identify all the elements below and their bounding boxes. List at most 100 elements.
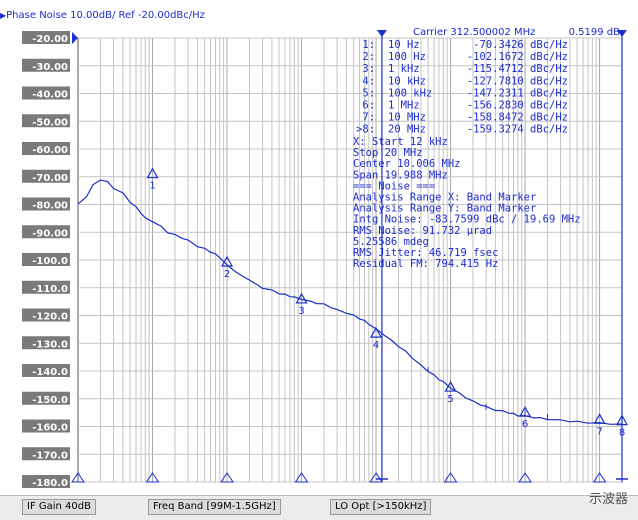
marker-label: 5 [447, 394, 453, 405]
noise-info-line: === Noise === [353, 180, 435, 192]
marker-triangle-icon [295, 292, 308, 304]
ytick-label: -180.0 [32, 478, 68, 489]
marker-label: 4 [373, 340, 379, 351]
phase-noise-trace [77, 179, 623, 425]
marker-table-value: -147.2311 dBc/Hz [467, 87, 568, 99]
marker-table-value: -159.3274 dBc/Hz [467, 124, 568, 136]
ytick-label-bg [22, 86, 70, 100]
ytick-label-bg [22, 142, 70, 155]
marker-label: 3 [298, 306, 304, 317]
ytick-label: -40.00 [32, 90, 68, 101]
noise-info-line: Center 10.006 MHz [353, 158, 460, 170]
lo-opt-status[interactable]: LO Opt [>150kHz] [330, 499, 432, 515]
ytick-label: -100.0 [32, 256, 68, 267]
decade-triangle-icon [518, 472, 532, 483]
band-marker-triangle-icon [376, 30, 387, 37]
decade-triangle-icon [220, 472, 234, 483]
marker-table-id: 1: [362, 39, 375, 51]
marker-label: 6 [522, 419, 528, 430]
marker-triangle-icon [221, 255, 234, 267]
ytick-label: -80.00 [32, 201, 68, 212]
marker-label: 2 [224, 269, 230, 280]
marker-table-freq: 10 MHz [388, 112, 426, 124]
carrier-frequency: Carrier 312.500002 MHz [413, 27, 535, 38]
expand-triangle-icon[interactable]: ▶ [0, 11, 7, 20]
marker-label: 8 [619, 428, 625, 439]
ytick-label-bg [22, 447, 70, 461]
marker-table-freq: 100 Hz [388, 51, 426, 63]
ytick-label: -70.00 [32, 173, 68, 184]
chart-header: ▶Phase Noise 10.00dB/ Ref -20.00dBc/Hz [0, 10, 205, 21]
marker-table-id: 6: [362, 100, 375, 112]
marker-label: 1 [149, 181, 155, 192]
ytick-label: -140.0 [32, 367, 68, 378]
freq-band-status[interactable]: Freq Band [99M-1.5GHz] [148, 499, 281, 515]
marker-table-freq: 1 kHz [388, 63, 420, 75]
ytick-label: -120.0 [32, 312, 68, 323]
ytick-label-bg [22, 197, 70, 211]
noise-info-line: 5.25586 mdeg [353, 236, 429, 248]
marker-triangle-icon [615, 414, 629, 426]
chart-header-text: Phase Noise 10.00dB/ Ref -20.00dBc/Hz [6, 10, 205, 21]
marker-table-freq: 100 kHz [388, 87, 432, 99]
marker-table-freq: 1 MHz [388, 100, 420, 112]
decade-triangle-icon [145, 472, 160, 483]
ytick-label-bg [22, 308, 70, 322]
marker-triangle-icon [519, 405, 532, 417]
ytick-label-bg [22, 114, 70, 128]
marker-table-id: >8: [356, 124, 375, 136]
ytick-label-bg [22, 253, 70, 266]
decade-triangle-icon [592, 472, 607, 483]
marker-label: 7 [596, 426, 602, 437]
marker-table-id: 5: [362, 87, 375, 99]
marker-table-id: 4: [362, 75, 375, 87]
marker-table-value: -70.3426 dBc/Hz [473, 39, 568, 51]
ytick-label-bg [22, 169, 70, 183]
ytick-label: -160.0 [32, 423, 68, 434]
ytick-label: -60.00 [32, 145, 68, 156]
if-gain-status[interactable]: IF Gain 40dB [22, 499, 96, 515]
marker-table-freq: 10 kHz [388, 75, 426, 87]
carrier-level: 0.5199 dB [569, 27, 621, 38]
marker-table-value: -102.1672 dBc/Hz [467, 51, 568, 63]
ytick-label-bg [22, 31, 70, 44]
ytick-label-bg [22, 336, 70, 350]
ytick-label: -110.0 [32, 284, 68, 295]
phase-noise-chart: -20.00 -30.00 -40.00 -50.00 -60.00 -70.00 -80.… [22, 27, 629, 489]
ytick-label-bg [22, 391, 70, 405]
ytick-label: -20.00 [32, 34, 68, 45]
marker-table-value: -156.2830 dBc/Hz [467, 100, 568, 112]
noise-info-line: Span 19.988 MHz [353, 169, 448, 181]
ytick-label-bg [22, 58, 70, 72]
noise-info-line: RMS Jitter: 46.719 fsec [353, 247, 498, 259]
noise-info-line: Intg Noise: -83.7599 dBc / 19.69 MHz [353, 214, 581, 226]
marker-table-id: 2: [362, 51, 375, 63]
noise-info-line: Residual FM: 794.415 Hz [353, 258, 498, 270]
ytick-label: -30.00 [32, 62, 68, 73]
marker-table-freq: 20 MHz [388, 124, 426, 136]
decade-triangle-icon [71, 472, 85, 483]
ytick-label-bg [22, 364, 70, 377]
band-marker-triangle-icon [617, 30, 627, 37]
marker-table-value: -158.8472 dBc/Hz [467, 112, 568, 124]
ytick-label-bg [22, 419, 70, 433]
ytick-label-bg [22, 280, 70, 294]
marker-triangle-icon [444, 380, 457, 392]
noise-info-line: RMS Noise: 91.732 µrad [353, 225, 492, 237]
ytick-label-bg [22, 225, 70, 239]
noise-info-line: Stop 20 MHz [353, 147, 423, 159]
marker-table-id: 7: [362, 112, 375, 124]
decade-triangle-icon [294, 472, 309, 483]
ytick-label: -170.0 [32, 450, 68, 461]
noise-info-line: Analysis Range Y: Band Marker [353, 203, 536, 215]
ytick-label-bg [22, 475, 70, 488]
watermark-text: 示波器 [588, 492, 628, 507]
ytick-label: -130.0 [32, 339, 68, 350]
status-bar: IF Gain 40dB Freq Band [99M-1.5GHz] LO O… [0, 495, 638, 520]
marker-triangle-icon [593, 413, 606, 424]
marker-table-value: -115.4712 dBc/Hz [467, 63, 568, 75]
noise-info-line: X: Start 12 kHz [353, 136, 448, 148]
noise-info-line: Analysis Range X: Band Marker [353, 192, 536, 204]
marker-triangle-icon [370, 326, 383, 338]
decade-triangle-icon [369, 472, 383, 483]
